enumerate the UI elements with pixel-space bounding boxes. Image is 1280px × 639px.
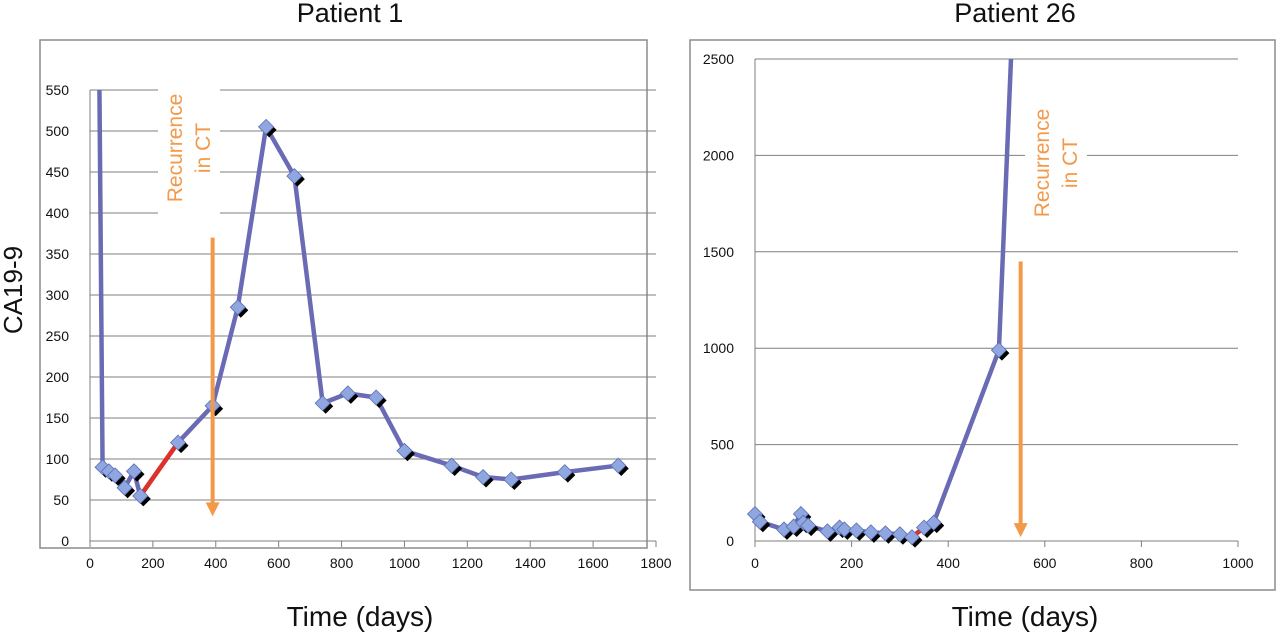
x-tick-label: 1400 — [515, 555, 546, 571]
data-point — [800, 517, 817, 534]
y-tick-label: 0 — [61, 533, 69, 549]
y-tick-label: 550 — [46, 82, 70, 98]
recurrence-label-bg — [1025, 97, 1087, 229]
x-tick-label: 1000 — [389, 555, 420, 571]
y-tick-label: 1500 — [703, 244, 734, 260]
data-point — [862, 524, 879, 541]
y-tick-label: 100 — [46, 451, 70, 467]
recurrence-label: Recurrence in CT — [1025, 97, 1087, 229]
data-point — [990, 342, 1007, 359]
recurrence-label-line: in CT — [1059, 138, 1082, 188]
x-tick-label: 1200 — [452, 555, 483, 571]
recurrence-label-bg — [158, 82, 220, 214]
chart-frame — [39, 39, 648, 549]
y-axis-label: CA19-9 — [0, 246, 28, 334]
plot-area — [94, 90, 629, 507]
recurrence-label: Recurrence in CT — [158, 82, 220, 214]
y-tick-label: 300 — [46, 287, 70, 303]
x-tick-label: 800 — [1130, 555, 1154, 571]
data-point — [125, 463, 143, 480]
data-point — [556, 464, 573, 481]
chart-frame — [689, 39, 1276, 591]
data-point — [925, 514, 942, 531]
plot-area — [747, 59, 1014, 548]
chart-2: 0 500 1000 1500 2000 2500 0 200 400 600 800 1000 Rec… — [689, 0, 1276, 632]
data-point — [396, 442, 413, 459]
y-tick-label: 250 — [46, 328, 70, 344]
recurrence-label-line: Recurrence — [1031, 109, 1054, 218]
data-point — [610, 457, 627, 474]
x-tick-label: 1800 — [640, 555, 671, 571]
recurrence-arrowhead — [1013, 523, 1028, 538]
highlight-segment — [138, 441, 180, 498]
x-tick-label: 400 — [937, 555, 961, 571]
x-tick-label: 800 — [330, 555, 354, 571]
data-point — [443, 457, 460, 474]
data-point — [751, 513, 768, 530]
x-tick-label: 600 — [267, 555, 291, 571]
recurrence-label-line: in CT — [192, 123, 215, 173]
y-tick-label: 2000 — [703, 147, 734, 163]
data-point — [258, 118, 275, 135]
data-point — [339, 385, 356, 402]
y-tick-label: 1000 — [703, 340, 734, 356]
data-point — [368, 389, 385, 406]
data-point — [836, 521, 853, 538]
x-tick-label: 400 — [204, 555, 228, 571]
x-tick-label: 0 — [751, 555, 759, 571]
y-tick-label: 500 — [711, 437, 735, 453]
y-tick-label: 2500 — [703, 51, 734, 67]
data-point — [903, 529, 921, 546]
y-tick-label: 50 — [53, 492, 69, 508]
data-point — [169, 434, 187, 451]
data-point — [314, 395, 331, 412]
recurrence-arrowhead — [205, 502, 220, 517]
y-tick-label: 0 — [726, 533, 734, 549]
data-point — [107, 467, 124, 484]
data-point — [891, 526, 908, 543]
recurrence-label-line: Recurrence — [164, 94, 187, 203]
data-point — [132, 487, 149, 504]
x-tick-label: 600 — [1033, 555, 1057, 571]
data-point — [229, 299, 246, 316]
series-line — [753, 59, 1014, 540]
y-tick-label: 450 — [46, 164, 70, 180]
x-axis-label: Time (days) — [287, 601, 434, 632]
chart-1: 0 50 100 150 200 250 300 350 400 450 500 550 0 200 400… — [39, 0, 672, 632]
x-axis-label: Time (days) — [952, 601, 1099, 632]
x-tick-label: 1000 — [1222, 555, 1253, 571]
y-tick-label: 350 — [46, 246, 70, 262]
y-tick-label: 400 — [46, 205, 70, 221]
y-tick-label: 200 — [46, 369, 70, 385]
data-point — [286, 168, 303, 185]
x-tick-label: 200 — [141, 555, 165, 571]
data-point — [116, 479, 133, 496]
data-point — [474, 468, 492, 486]
x-tick-label: 200 — [840, 555, 864, 571]
chart-title: Patient 26 — [954, 0, 1076, 28]
y-tick-label: 150 — [46, 410, 70, 426]
data-point — [848, 522, 865, 539]
data-point — [819, 523, 836, 540]
data-point — [503, 471, 520, 488]
chart-title: Patient 1 — [297, 0, 404, 28]
data-point — [877, 525, 894, 542]
y-tick-label: 500 — [46, 123, 70, 139]
x-tick-label: 1600 — [578, 555, 609, 571]
x-tick-label: 0 — [86, 555, 94, 571]
